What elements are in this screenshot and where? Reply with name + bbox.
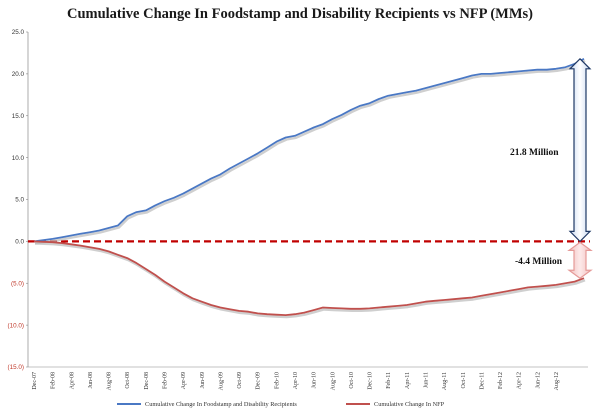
x-tick-label: Jun-10 <box>312 372 318 388</box>
series-shadow-1 <box>34 242 586 319</box>
series-line-1 <box>33 240 585 317</box>
y-tick-label: 20.0 <box>12 71 25 78</box>
gap-arrow-blue <box>568 57 592 243</box>
x-tick-label: Dec-11 <box>479 372 485 389</box>
x-tick-label: Oct-08 <box>125 372 131 389</box>
legend-label-0: Cumulative Change In Foodstamp and Disab… <box>145 401 297 408</box>
x-tick-label: Aug-10 <box>330 372 336 390</box>
x-tick-label: Aug-11 <box>442 372 448 390</box>
legend-label-1: Cumulative Change In NFP <box>374 401 445 408</box>
x-tick-label: Feb-09 <box>163 372 169 389</box>
x-tick-label: Feb-12 <box>498 372 504 389</box>
x-tick-label: Apr-11 <box>405 372 411 389</box>
x-tick-label: Dec-07 <box>32 372 38 390</box>
x-tick-label: Jun-09 <box>200 372 206 388</box>
y-tick-label: 0.0 <box>15 239 24 246</box>
y-tick-label: 15.0 <box>12 113 25 120</box>
x-tick-label: Feb-08 <box>51 372 57 389</box>
y-tick-label: 5.0 <box>15 197 24 204</box>
gap-arrow-red <box>567 241 593 279</box>
x-tick-label: Feb-10 <box>274 372 280 389</box>
y-tick-label: 10.0 <box>12 155 25 162</box>
gap-label-top: 21.8 Million <box>510 148 559 158</box>
x-tick-label: Aug-09 <box>218 372 224 390</box>
x-tick-label: Feb-11 <box>386 372 392 389</box>
x-tick-label: Jun-08 <box>88 372 94 388</box>
x-tick-label: Dec-09 <box>256 372 262 390</box>
x-tick-label: Apr-08 <box>69 372 75 389</box>
x-tick-label: Oct-10 <box>349 372 355 389</box>
y-tick-label: (15.0) <box>8 364 24 371</box>
x-tick-label: Apr-12 <box>517 372 523 389</box>
series-line-0 <box>33 58 585 243</box>
x-tick-label: Aug-12 <box>554 372 560 390</box>
x-tick-label: Apr-09 <box>181 372 187 389</box>
x-tick-label: Apr-10 <box>293 372 299 389</box>
series-shadow-0 <box>34 59 586 245</box>
x-tick-label: Dec-08 <box>144 372 150 390</box>
x-tick-label: Jun-12 <box>535 372 541 388</box>
y-tick-label: 25.0 <box>12 29 25 36</box>
y-tick-label: (5.0) <box>11 280 24 287</box>
gap-label-bottom: -4.4 Million <box>515 257 563 267</box>
x-tick-label: Jun-11 <box>424 372 430 388</box>
chart-title: Cumulative Change In Foodstamp and Disab… <box>66 6 534 22</box>
x-tick-label: Oct-11 <box>461 372 467 388</box>
x-tick-label: Aug-08 <box>107 372 113 390</box>
x-tick-label: Oct-09 <box>237 372 243 389</box>
y-tick-label: (10.0) <box>8 322 24 329</box>
x-tick-label: Dec-10 <box>368 372 374 390</box>
